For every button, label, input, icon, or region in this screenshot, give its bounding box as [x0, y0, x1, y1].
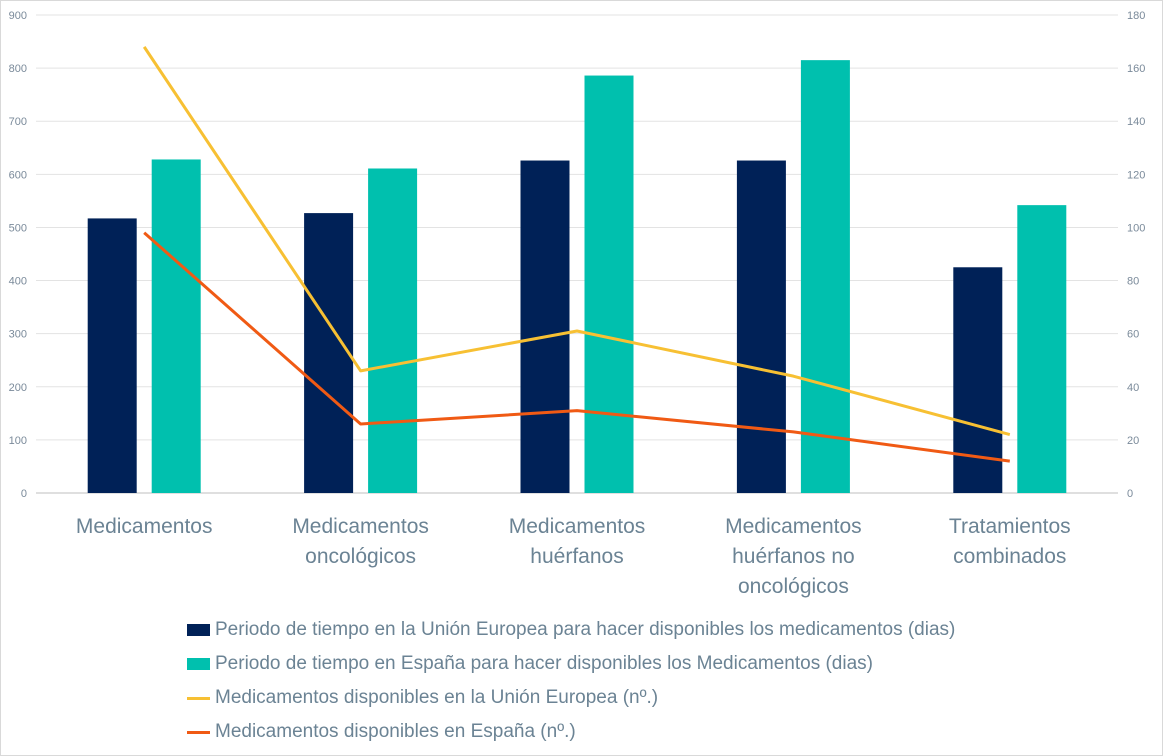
- bar-es-days: [800, 60, 850, 494]
- bar-eu-days: [87, 218, 137, 493]
- right-tick-label: 160: [1127, 63, 1145, 75]
- legend-label: Periodo de tiempo en la Unión Europea pa…: [215, 619, 956, 640]
- legend-item: Medicamentos disponibles en la Unión Eur…: [187, 681, 955, 715]
- bar-es-days: [368, 168, 418, 494]
- right-tick-label: 140: [1127, 116, 1145, 128]
- legend-swatch: [187, 730, 210, 734]
- category-label: Tratamientos combinados: [949, 515, 1071, 568]
- right-tick-label: 120: [1127, 169, 1145, 181]
- right-tick-label: 0: [1127, 488, 1133, 500]
- right-tick-label: 20: [1127, 435, 1139, 447]
- right-tick-label: 60: [1127, 329, 1139, 341]
- line-es-count: [143, 231, 1011, 463]
- category-labels: Medicamentos Medicamentos oncológicos Medic…: [76, 515, 1071, 598]
- bar-es-days: [151, 159, 201, 493]
- bar-eu-days: [736, 160, 786, 493]
- left-tick-label: 800: [9, 63, 27, 75]
- bar-es-days: [1017, 205, 1067, 494]
- right-tick-label: 40: [1127, 382, 1139, 394]
- legend-item: Medicamentos disponibles en España (nº.): [187, 715, 955, 749]
- left-tick-label: 300: [9, 329, 27, 341]
- legend-label: Medicamentos disponibles en España (nº.): [215, 721, 576, 742]
- category-label: Medicamentos huérfanos no oncológicos: [725, 515, 862, 598]
- right-tick-label: 180: [1127, 10, 1145, 22]
- legend: Periodo de tiempo en la Unión Europea pa…: [187, 613, 955, 749]
- category-label: Medicamentos huérfanos: [509, 515, 646, 568]
- left-tick-label: 0: [21, 488, 27, 500]
- legend-label: Medicamentos disponibles en la Unión Eur…: [215, 687, 659, 708]
- combo-chart: 0 100 200 300 400 500 600 700 800 900 0 20 40 60 80 10…: [9, 10, 1146, 598]
- gridlines: [36, 14, 1118, 494]
- legend-item: Periodo de tiempo en la Unión Europea pa…: [187, 613, 955, 647]
- left-tick-label: 200: [9, 382, 27, 394]
- legend-swatch: [187, 696, 210, 700]
- bar-eu-days: [520, 160, 570, 493]
- line-eu-count: [142, 46, 1011, 437]
- bars: [87, 60, 1067, 494]
- left-tick-label: 600: [9, 169, 27, 181]
- right-tick-label: 80: [1127, 276, 1139, 288]
- left-tick-label: 700: [9, 116, 27, 128]
- legend-swatch: [187, 658, 210, 670]
- left-tick-label: 100: [9, 435, 27, 447]
- category-label: Medicamentos oncológicos: [292, 515, 429, 568]
- lines: [142, 46, 1011, 463]
- legend-item: Periodo de tiempo en España para hacer d…: [187, 647, 955, 681]
- legend-label: Periodo de tiempo en España para hacer d…: [215, 653, 873, 674]
- left-tick-label: 400: [9, 276, 27, 288]
- left-tick-label: 900: [9, 10, 27, 22]
- category-label: Medicamentos: [76, 515, 213, 538]
- legend-swatch: [187, 624, 210, 636]
- left-axis-ticks: 0 100 200 300 400 500 600 700 800 900: [9, 10, 27, 500]
- left-tick-label: 500: [9, 222, 27, 234]
- right-axis-ticks: 0 20 40 60 80 100 120 140 160 180: [1127, 10, 1145, 500]
- right-tick-label: 100: [1127, 222, 1145, 234]
- bar-es-days: [584, 75, 634, 494]
- bar-eu-days: [304, 213, 354, 494]
